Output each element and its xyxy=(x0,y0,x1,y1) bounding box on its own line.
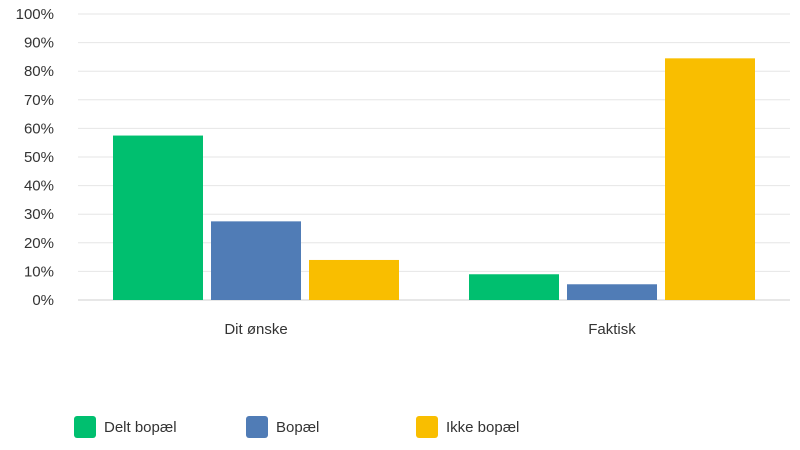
legend-item[interactable]: Bopæl xyxy=(246,416,319,438)
x-category-label: Dit ønske xyxy=(224,321,287,338)
y-tick-label: 60% xyxy=(24,120,54,137)
bar-ikke-bopæl-0[interactable] xyxy=(309,259,399,300)
y-tick-label: 70% xyxy=(24,92,54,109)
legend-label: Delt bopæl xyxy=(104,419,177,436)
bar-ikke-bopæl-1[interactable] xyxy=(665,58,755,300)
y-tick-label: 0% xyxy=(32,292,54,309)
y-tick-label: 20% xyxy=(24,235,54,252)
x-category-label: Faktisk xyxy=(588,321,636,338)
y-tick-label: 80% xyxy=(24,63,54,80)
y-tick-label: 50% xyxy=(24,149,54,166)
legend-item[interactable]: Ikke bopæl xyxy=(416,416,519,438)
y-tick-label: 100% xyxy=(16,6,54,23)
legend-swatch xyxy=(416,416,438,438)
legend-swatch xyxy=(246,416,268,438)
x-axis-category-labels: Dit ønske Faktisk xyxy=(224,321,636,338)
y-tick-label: 10% xyxy=(24,263,54,280)
bar-bopæl-1[interactable] xyxy=(567,284,657,300)
y-tick-label: 40% xyxy=(24,178,54,195)
y-tick-label: 90% xyxy=(24,35,54,52)
bars xyxy=(113,58,755,300)
legend-label: Bopæl xyxy=(276,419,319,436)
y-tick-label: 30% xyxy=(24,206,54,223)
legend-item[interactable]: Delt bopæl xyxy=(74,416,177,438)
legend-label: Ikke bopæl xyxy=(446,419,519,436)
legend-swatch xyxy=(74,416,96,438)
bar-bopæl-0[interactable] xyxy=(211,221,301,300)
y-axis-tick-labels: 0% 10% 20% 30% 40% 50% 60% 70% 80% 90% 100% xyxy=(16,6,54,309)
legend[interactable]: Delt bopæl Bopæl Ikke bopæl xyxy=(74,416,519,438)
bar-delt-bopæl-1[interactable] xyxy=(469,274,559,300)
bar-delt-bopæl-0[interactable] xyxy=(113,135,203,300)
